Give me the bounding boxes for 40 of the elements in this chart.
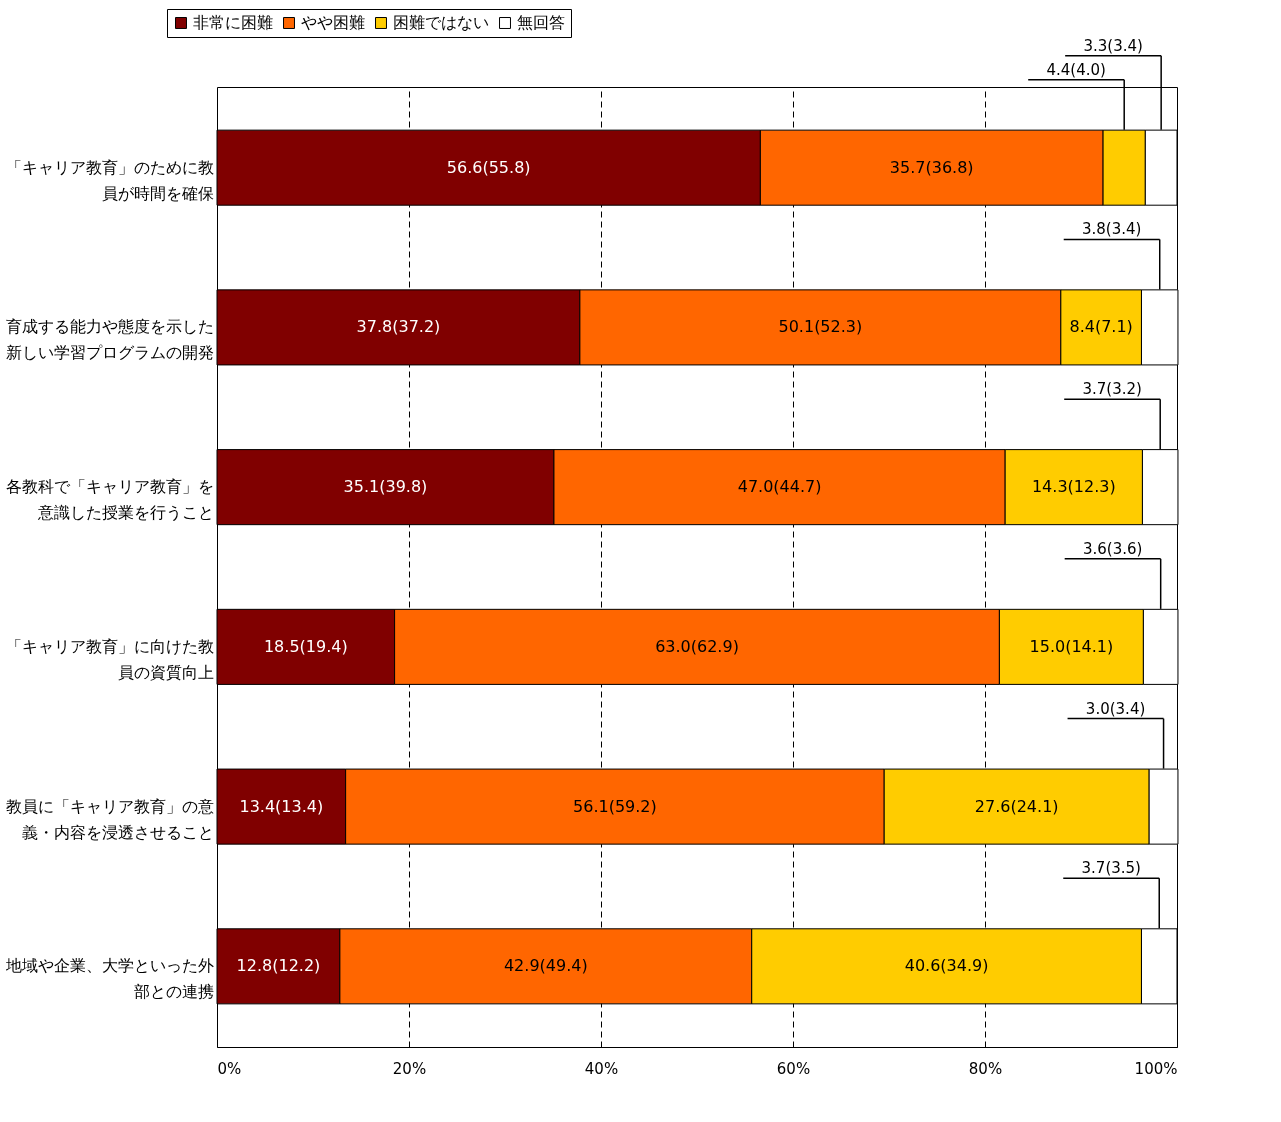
- data-label: 42.9(49.4): [503, 956, 588, 976]
- data-label: 14.3(12.3): [1031, 477, 1116, 497]
- y-tick-label: 「キャリア教育」のために教員が時間を確保: [5, 157, 214, 203]
- data-label: 47.0(44.7): [737, 477, 822, 497]
- x-tick-label: 100%: [1134, 1059, 1178, 1078]
- x-tick-label: 40%: [584, 1059, 619, 1078]
- data-label: 37.8(37.2): [356, 317, 441, 337]
- y-tick-label: 各教科で「キャリア教育」を意識した授業を行うこと: [5, 477, 214, 523]
- x-tick-label: 20%: [392, 1059, 427, 1078]
- legend-label: やや困難: [301, 13, 365, 32]
- x-tick-label: 60%: [776, 1059, 811, 1078]
- data-label: 27.6(24.1): [974, 796, 1059, 816]
- data-label: 35.1(39.8): [343, 477, 428, 497]
- data-label: 35.7(36.8): [889, 157, 974, 177]
- data-label: 3.6(3.6): [1082, 539, 1143, 558]
- data-label: 50.1(52.3): [778, 317, 863, 337]
- data-label: 18.5(19.4): [263, 636, 348, 656]
- y-tick-label: 地域や企業、大学といった外部との連携: [4, 956, 214, 1002]
- data-label: 8.4(7.1): [1069, 317, 1133, 337]
- data-label: 3.8(3.4): [1082, 220, 1142, 239]
- data-label: 40.6(34.9): [904, 956, 989, 976]
- data-label: 15.0(14.1): [1029, 636, 1114, 656]
- data-label: 63.0(62.9): [655, 636, 739, 656]
- y-tick-label: 育成する能力や態度を示した新しい学習プログラムの開発: [5, 317, 214, 363]
- x-tick-label: 80%: [968, 1059, 1003, 1078]
- data-label: 56.1(59.2): [573, 796, 657, 816]
- data-label: 13.4(13.4): [239, 796, 324, 816]
- data-label: 3.7(3.5): [1081, 859, 1141, 878]
- legend-label: 無回答: [517, 13, 565, 32]
- data-label: 56.6(55.8): [446, 157, 531, 177]
- data-label: 4.4(4.0): [1046, 60, 1106, 79]
- y-tick-label: 「キャリア教育」に向けた教員の資質向上: [5, 636, 214, 682]
- data-label: 12.8(12.2): [236, 956, 321, 976]
- x-tick-label: 0%: [217, 1059, 242, 1078]
- data-label: 3.7(3.2): [1082, 380, 1142, 399]
- legend-label: 困難ではない: [393, 13, 489, 32]
- legend-label: 非常に困難: [193, 13, 273, 32]
- data-label: 3.3(3.4): [1083, 36, 1143, 55]
- data-label: 3.0(3.4): [1085, 699, 1146, 718]
- y-tick-label: 教員に「キャリア教育」の意義・内容を浸透させること: [5, 796, 214, 842]
